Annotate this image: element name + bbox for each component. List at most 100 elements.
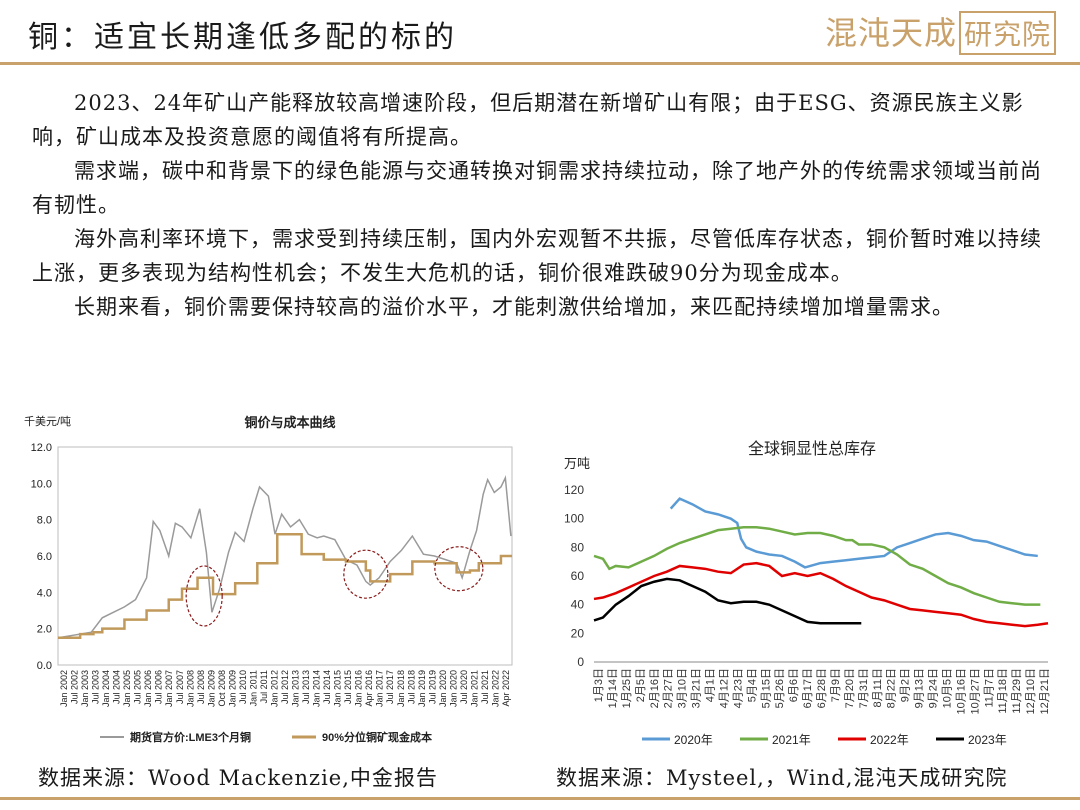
x-tick-label: Jul 2012 — [280, 670, 290, 704]
x-tick-label: Jan 2016 — [354, 670, 364, 707]
legend-label: 90%分位铜矿现金成本 — [322, 730, 432, 744]
plot-frame — [57, 446, 513, 666]
y-tick-label: 0 — [577, 655, 584, 669]
x-tick-label: 4月12日 — [718, 668, 730, 708]
y-tick-label: 100 — [564, 512, 584, 526]
x-tick-label: 6月17日 — [802, 668, 814, 708]
x-tick-label: 2月16日 — [649, 668, 661, 708]
x-tick-label: 10月27日 — [969, 668, 981, 714]
chart-right-ylabel: 万吨 — [564, 456, 590, 471]
legend-label: 2020年 — [674, 733, 713, 747]
legend-label: 期货官方价:LME3个月铜 — [130, 730, 251, 744]
y-tick-label: 2.0 — [37, 624, 52, 636]
y-tick-label: 60 — [571, 569, 585, 583]
legend-label: 2022年 — [870, 733, 909, 747]
x-tick-label: Jan 2017 — [375, 670, 385, 707]
dip-circle — [343, 549, 389, 599]
x-tick-label: Jul 2021 — [480, 670, 490, 704]
x-tick-label: Jan 2003 — [80, 670, 90, 707]
x-tick-label: Jan 2021 — [469, 670, 479, 707]
x-tick-label: Jan 2020 — [448, 670, 458, 707]
body-text: 2023、24年矿山产能释放较高增速阶段，但后期潜在新增矿山有限；由于ESG、资… — [32, 86, 1052, 324]
logo-box: 研究院 — [958, 11, 1056, 55]
x-tick-label: 1月25日 — [621, 668, 633, 708]
x-tick-label: Jan 2004 — [101, 670, 111, 707]
y-tick-label: 40 — [571, 598, 585, 612]
x-tick-label: 11月18日 — [997, 668, 1009, 714]
x-tick-label: 5月15日 — [760, 668, 772, 708]
x-tick-label: Jul 2004 — [112, 670, 122, 704]
x-tick-label: 11月29日 — [1011, 668, 1023, 714]
dip-circle — [434, 546, 484, 592]
paragraph: 海外高利率环境下，需求受到持续压制，国内外宏观暂不共振，尽管低库存状态，铜价暂时… — [32, 227, 1042, 285]
x-tick-label: Jul 2005 — [133, 670, 143, 704]
logo: 混沌天成 研究院 — [825, 8, 1056, 55]
y-tick-label: 20 — [571, 626, 585, 640]
legend-label: 2023年 — [968, 733, 1007, 747]
x-tick-label: Apr 2022 — [501, 670, 511, 707]
y-tick-label: 12.0 — [31, 442, 52, 454]
x-tick-label: Oct 2008 — [217, 670, 227, 707]
x-tick-label: Jul 2018 — [406, 670, 416, 704]
x-tick-label: Jan 2015 — [333, 670, 343, 707]
x-tick-label: Jan 2011 — [248, 670, 258, 706]
paragraph: 需求端，碳中和背景下的绿色能源与交通转换对铜需求持续拉动，除了地产外的传统需求领… — [32, 159, 1042, 217]
x-tick-label: Jan 2005 — [122, 670, 132, 707]
x-tick-label: 8月22日 — [886, 668, 898, 708]
series-line-0 — [57, 475, 512, 639]
x-tick-label: Jan 2012 — [269, 670, 279, 707]
x-tick-label: Jan 2009 — [227, 670, 237, 707]
x-tick-label: 1月3日 — [593, 668, 605, 702]
y-tick-label: 0.0 — [37, 660, 52, 672]
x-tick-label: 7月31日 — [858, 668, 870, 708]
paragraph: 2023、24年矿山产能释放较高增速阶段，但后期潜在新增矿山有限；由于ESG、资… — [32, 91, 1024, 149]
source-left: 数据来源：Wood Mackenzie,中金报告 — [38, 766, 438, 790]
series-line-2 — [593, 561, 1049, 628]
x-tick-label: 9月24日 — [928, 668, 940, 708]
x-tick-label: 8月11日 — [872, 668, 884, 708]
x-tick-label: Jul 2015 — [343, 670, 353, 704]
x-tick-label: 3月10日 — [677, 668, 689, 708]
x-tick-label: Jul 2002 — [70, 670, 80, 704]
x-tick-label: 10月16日 — [955, 668, 967, 714]
y-tick-label: 120 — [564, 483, 584, 497]
x-tick-label: Jan 2014 — [312, 670, 322, 707]
x-tick-label: 2月27日 — [663, 668, 675, 708]
x-tick-label: 1月14日 — [607, 668, 619, 708]
x-tick-label: 9月2日 — [900, 668, 912, 702]
x-tick-label: Apr 2016 — [364, 670, 374, 707]
x-tick-label: 6月28日 — [816, 668, 828, 708]
footer-divider — [0, 797, 1080, 800]
logo-main: 混沌天成 — [824, 14, 957, 52]
x-tick-label: Jan 2013 — [291, 670, 301, 707]
y-tick-label: 80 — [571, 540, 585, 554]
chart-left-ylabel: 千美元/吨 — [24, 415, 71, 428]
x-tick-label: 5月26日 — [774, 668, 786, 708]
copper-inventory-chart: 全球铜显性总库存 万吨 0 20 40 60 80 100 120 1月3日 1月14日 1月25… — [564, 440, 1051, 747]
x-tick-label: Jul 2020 — [459, 670, 469, 704]
series-line-1 — [58, 532, 512, 639]
x-tick-label: 5月4日 — [746, 668, 758, 702]
x-tick-label: 12月21日 — [1039, 668, 1051, 714]
x-tick-label: 4月23日 — [732, 668, 744, 708]
chart-left-title: 铜价与成本曲线 — [243, 415, 335, 430]
source-right: 数据来源：Mysteel,，Wind,混沌天成研究院 — [556, 766, 1008, 790]
x-tick-label: Jul 2011 — [259, 670, 269, 703]
x-tick-label: Jul 2017 — [385, 670, 395, 704]
y-tick-label: 4.0 — [37, 587, 52, 599]
x-tick-label: Jul 2008 — [196, 670, 206, 704]
x-tick-label: Jul 2006 — [154, 670, 164, 704]
x-tick-label: 7月20日 — [844, 668, 856, 708]
copper-price-cost-chart: 铜价与成本曲线 千美元/吨 0.0 2.0 4.0 6.0 8.0 10.0 12.0 Jan… — [24, 415, 513, 744]
dip-circle — [185, 565, 223, 627]
chart-right-title: 全球铜显性总库存 — [748, 440, 876, 458]
x-tick-label: Jan 2002 — [59, 670, 69, 707]
y-tick-label: 10.0 — [31, 478, 52, 490]
x-tick-label: Jan 2022 — [490, 670, 500, 707]
x-tick-label: Jan 2009 — [206, 670, 216, 707]
x-tick-label: 3月21日 — [691, 668, 703, 708]
x-tick-label: 7月9日 — [830, 668, 842, 702]
y-tick-label: 6.0 — [37, 551, 52, 563]
x-tick-label: 9月13日 — [914, 668, 926, 708]
x-tick-label: Jan 2018 — [396, 670, 406, 707]
